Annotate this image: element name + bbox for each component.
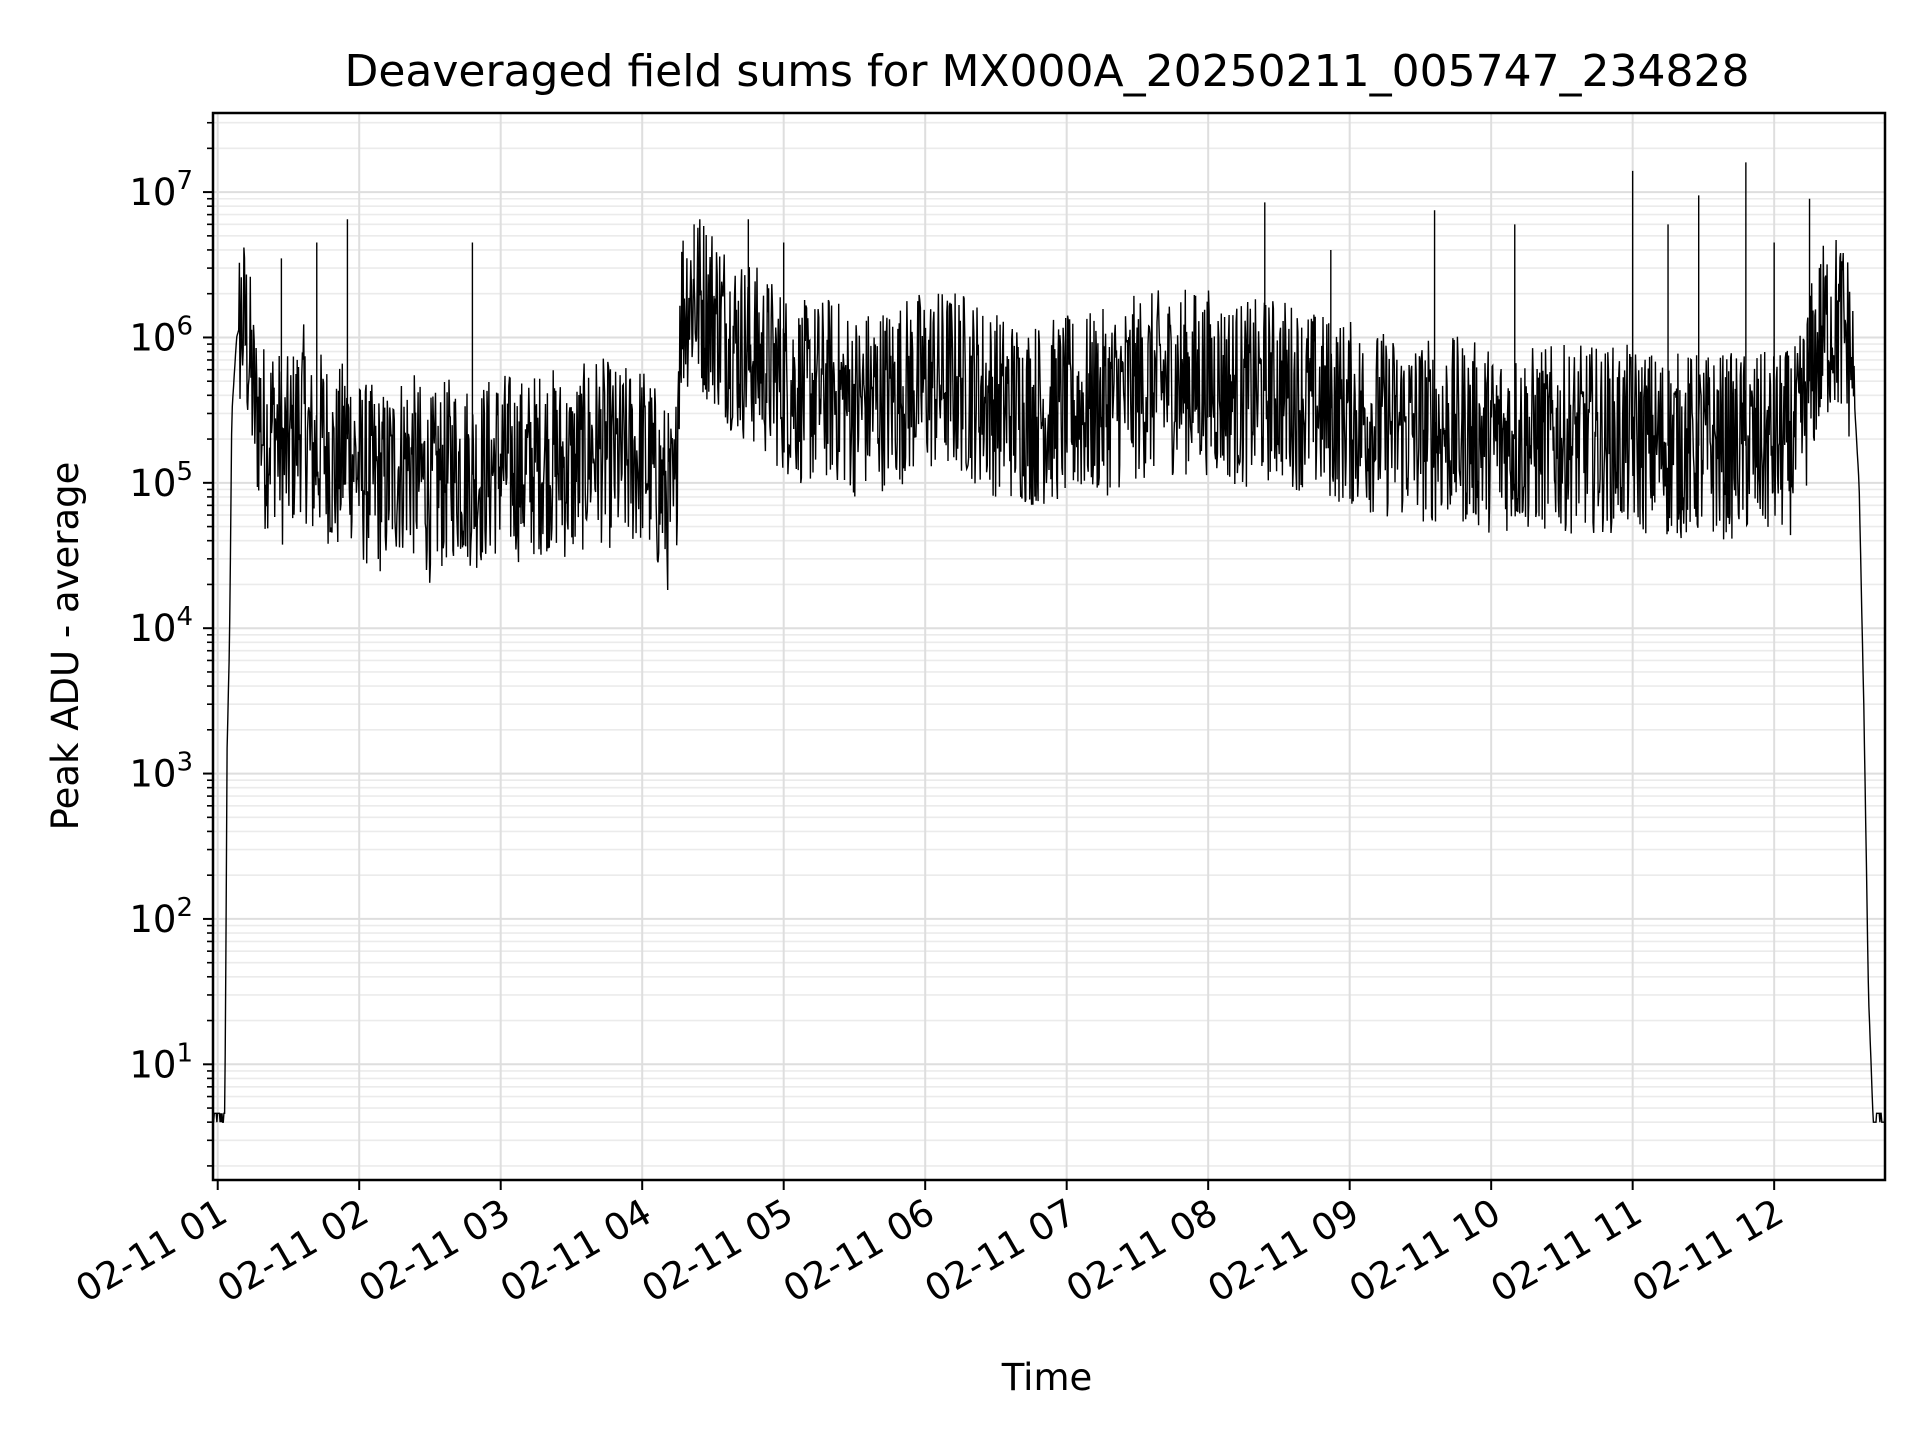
x-axis-label: Time bbox=[1001, 1356, 1093, 1399]
y-tick-exponent: 4 bbox=[176, 602, 193, 632]
grid bbox=[213, 113, 1885, 1180]
y-tick-label: 105 bbox=[129, 457, 193, 505]
y-tick-exponent: 5 bbox=[176, 457, 193, 487]
y-tick-base: 10 bbox=[129, 316, 176, 359]
y-tick-label: 103 bbox=[129, 748, 193, 796]
y-tick-base: 10 bbox=[129, 462, 176, 505]
y-tick-base: 10 bbox=[129, 607, 176, 650]
y-axis-label: Peak ADU - average bbox=[44, 462, 87, 831]
y-tick-label: 101 bbox=[129, 1038, 193, 1086]
series-layer bbox=[212, 162, 1886, 1123]
plot-frame bbox=[211, 111, 1887, 1182]
y-tick-base: 10 bbox=[129, 1043, 176, 1086]
y-tick-label: 106 bbox=[129, 311, 193, 359]
y-tick-base: 10 bbox=[129, 753, 176, 796]
y-tick-exponent: 6 bbox=[176, 311, 193, 341]
y-tick-exponent: 7 bbox=[176, 166, 193, 196]
y-tick-base: 10 bbox=[129, 898, 176, 941]
y-tick-exponent: 2 bbox=[176, 893, 193, 923]
y-tick-base: 10 bbox=[129, 171, 176, 214]
y-tick-label: 107 bbox=[129, 166, 193, 214]
chart-title: Deaveraged field sums for MX000A_2025021… bbox=[344, 46, 1749, 97]
y-tick-label: 102 bbox=[129, 893, 193, 941]
y-tick-exponent: 1 bbox=[176, 1038, 193, 1068]
series-line bbox=[212, 219, 1886, 1123]
y-tick-label: 104 bbox=[129, 602, 193, 650]
y-tick-exponent: 3 bbox=[176, 748, 193, 778]
